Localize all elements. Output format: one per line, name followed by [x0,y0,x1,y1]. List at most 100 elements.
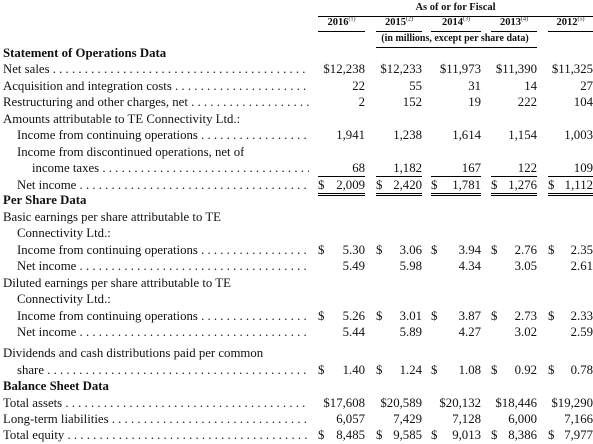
cell-2015: 3.01 [399,308,422,323]
cell-2016: 5.26 [342,308,365,323]
cell-2013: $11,390 [495,62,537,76]
cell-2012: 104 [573,95,593,109]
cell-2016: 5.44 [342,325,365,339]
cell-2014: 31 [468,78,481,93]
dollar-sign: $ [431,428,438,442]
dollar-sign: $ [491,362,498,377]
dollar-sign: $ [318,428,325,442]
dollar-sign: $ [548,362,555,377]
dollar-sign: $ [376,177,383,192]
cell-2015: 9,585 [393,428,422,442]
year-2015-rule [376,31,422,32]
dollar-sign: $ [431,177,438,192]
year-2012: 2012 [556,17,578,28]
year-2014-header: 2014(3) [431,16,481,29]
year-2014-rule [431,31,481,32]
row-label: Acquisition and integration costs [3,78,309,95]
cell-2012: 1,003 [564,128,593,142]
row-diluted-header-line2: Connectivity Ltd.: [0,291,593,308]
dollar-sign: $ [318,308,325,323]
year-2014-note: (3) [463,16,470,23]
dollar-sign: $ [431,242,438,257]
cell-2016: 5.30 [342,242,365,257]
row-label: Net sales [3,61,309,78]
cell-2012: 27 [580,78,593,93]
dollar-sign: $ [491,177,498,192]
cell-2016: 2,009 [336,177,365,192]
row-income-discontinued-line1: Income from discontinued operations, net… [0,144,593,161]
dollar-sign: $ [318,242,325,257]
dollar-sign: $ [491,242,498,257]
cell-2012: 0.78 [570,362,593,377]
row-label: Connectivity Ltd.: [17,292,111,306]
cell-2015: 3.06 [399,242,422,257]
year-2016-rule [318,31,365,32]
row-label: Net income [17,258,309,275]
cell-2013: 6,000 [508,412,537,426]
rule-before-net-income-2014 [431,176,481,177]
cell-2015: 7,429 [393,412,422,426]
double-rule-net-income-2012 [548,193,593,196]
dollar-sign: $ [376,242,383,257]
dollar-sign: $ [548,242,555,257]
double-rule-net-income-2015 [376,193,422,196]
cell-2012: 109 [573,161,593,175]
double-rule-net-income-2014 [431,193,481,196]
row-total-equity: Total equity $8,485 $9,585 $9,013 $8,386… [0,427,593,444]
cell-2015: 1,182 [393,161,422,175]
section-balance-sheet: Balance Sheet Data [3,379,109,393]
dollar-sign: $ [318,177,325,192]
row-diluted-header-line1: Diluted earnings per share attributable … [0,275,593,292]
cell-2015: $20,589 [380,395,422,410]
cell-2014: 7,128 [452,412,481,426]
row-label: Income from continuing operations [17,242,309,259]
row-label: Income from discontinued operations, net… [17,144,245,159]
cell-2015: 5.98 [399,259,422,273]
cell-2012: 7,977 [564,428,593,442]
row-basic-continuing: Income from continuing operations $5.30 … [0,242,593,259]
row-amounts-header: Amounts attributable to TE Connectivity … [0,111,593,128]
year-2016-header: 2016(1) [318,17,365,29]
dollar-sign: $ [548,428,555,442]
cell-2012: 2.35 [570,242,593,257]
cell-2016: 2 [358,95,365,109]
row-label: Connectivity Ltd.: [17,226,111,240]
year-2012-header: 2012(5) [548,17,593,29]
dollar-sign: $ [491,428,498,442]
cell-2016: 6,057 [336,412,365,426]
cell-2013: 222 [517,95,537,109]
units-note: (in millions, except per share data) [381,33,529,44]
cell-2016: 22 [352,78,365,93]
dollar-sign: $ [431,308,438,323]
rule-before-net-income-2016 [318,176,365,177]
dollar-sign: $ [376,428,383,442]
cell-2014: 3.87 [458,308,481,323]
cell-2016: 5.49 [342,259,365,273]
section-operations: Statement of Operations Data [3,46,167,60]
year-2015-note: (2) [406,16,413,23]
cell-2012: 7,166 [564,412,593,426]
cell-2012: 1,112 [564,177,593,192]
row-label: Diluted earnings per share attributable … [3,275,231,290]
cell-2012: 2.59 [570,325,593,339]
row-label: Net income [17,324,309,341]
cell-2014: 4.34 [458,259,481,273]
cell-2013: 3.05 [514,259,537,273]
cell-2013: 3.02 [514,325,537,339]
cell-2016: $12,238 [323,62,365,76]
cell-2015: 1,238 [393,128,422,142]
year-2013-note: (4) [521,16,528,23]
year-2015-header: 2015(2) [376,16,422,29]
row-label: Income from continuing operations [17,308,309,325]
cell-2015: 5.89 [399,325,422,339]
rule-before-net-income-2013 [491,176,537,177]
section-per-share: Per Share Data [3,193,87,207]
cell-2013: 14 [524,78,537,93]
year-2013-header: 2013(4) [491,16,537,29]
row-basic-net-income: Net income 5.49 5.98 4.34 3.05 2.61 [0,258,593,275]
row-label: Basic earnings per share attributable to… [3,209,221,224]
row-label: Net income [17,177,309,194]
dollar-sign: $ [376,308,383,323]
year-2016: 2016 [327,17,349,28]
cell-2013: 2.76 [514,242,537,257]
